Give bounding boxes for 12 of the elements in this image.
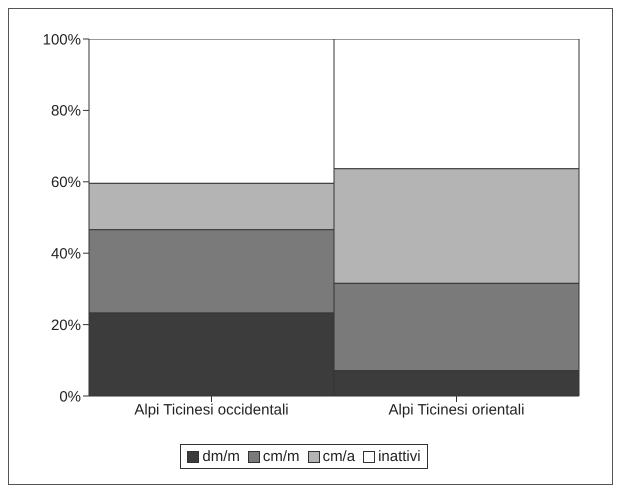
y-tick-label: 20% xyxy=(50,316,81,334)
x-tick-label: Alpi Ticinesi occidentali xyxy=(134,402,289,419)
legend-label: inattivi xyxy=(377,448,421,465)
y-tick-label: 60% xyxy=(50,174,81,192)
y-tick-label: 40% xyxy=(50,246,81,263)
y-tick-label: 0% xyxy=(59,388,81,406)
y-tick-label: 80% xyxy=(50,102,81,120)
y-tick-label: 100% xyxy=(42,31,81,48)
legend-label: cm/m xyxy=(262,448,300,465)
x-tick-label: Alpi Ticinesi orientali xyxy=(388,402,524,419)
legend-label: cm/a xyxy=(322,448,356,465)
legend-label: dm/m xyxy=(201,448,240,465)
